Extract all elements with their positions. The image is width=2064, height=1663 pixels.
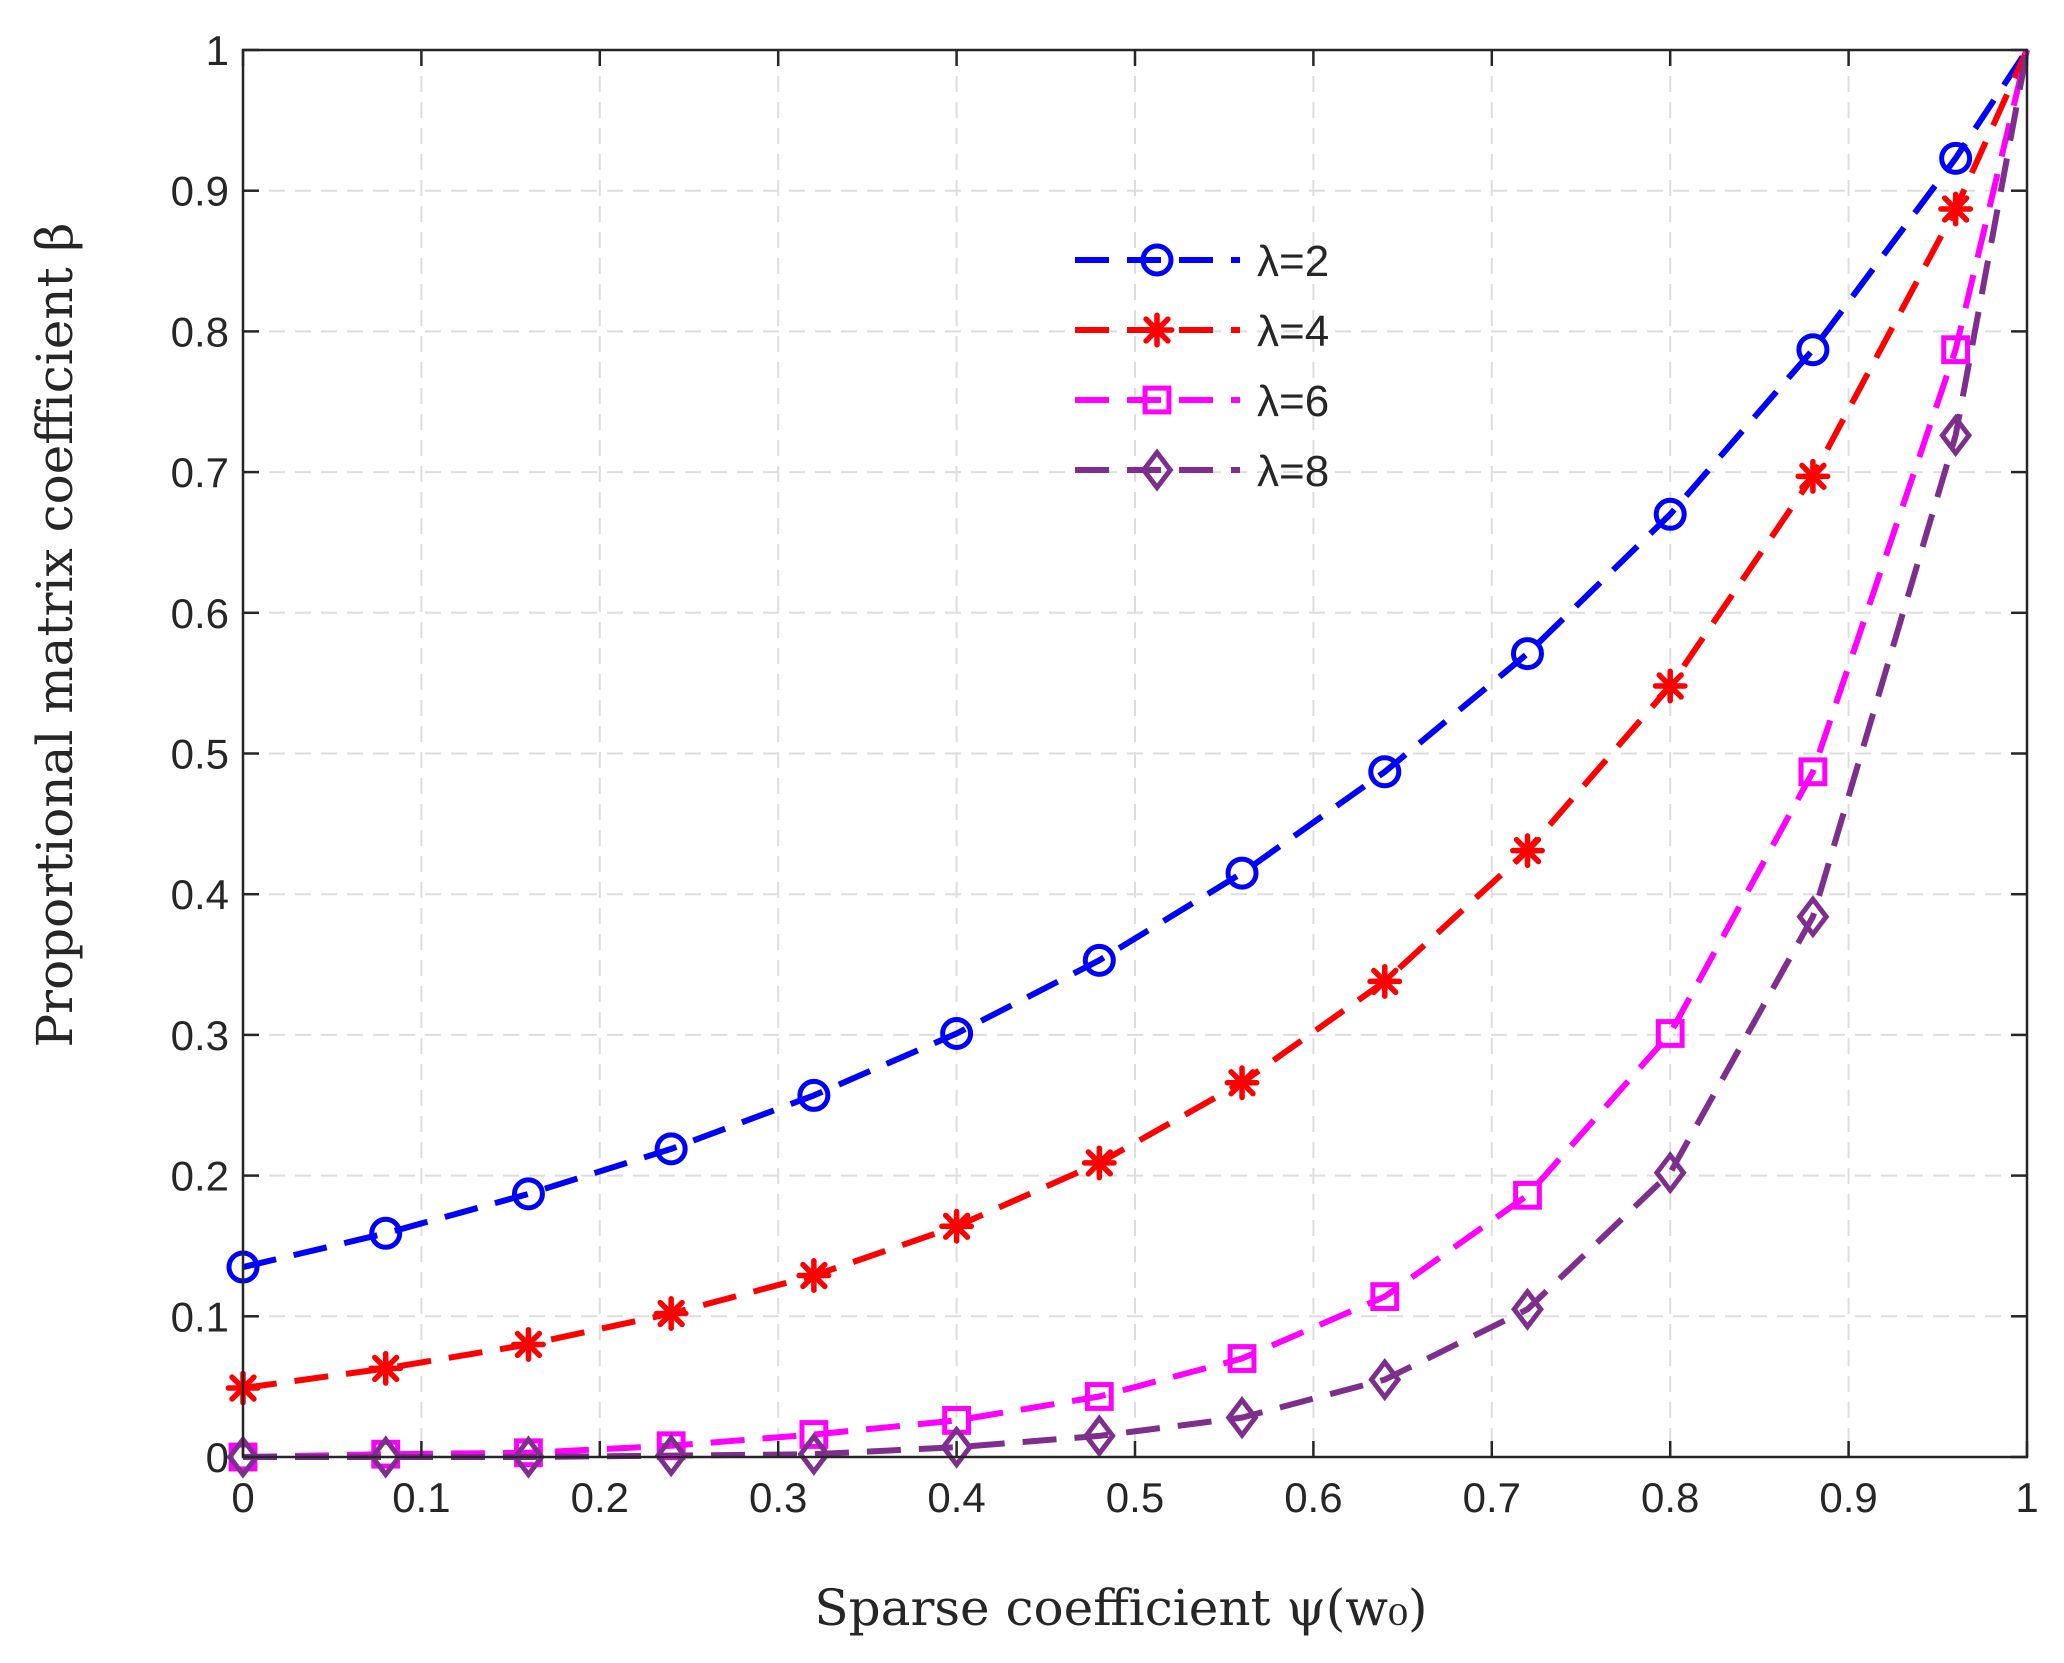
y-tick-label: 1 xyxy=(206,27,229,74)
marker-circle xyxy=(511,1177,545,1211)
marker-asterisk xyxy=(939,1208,975,1244)
marker-square xyxy=(1941,335,1971,365)
marker-asterisk xyxy=(510,1326,546,1362)
x-tick-label: 0 xyxy=(231,1474,254,1521)
marker-diamond xyxy=(511,1435,545,1479)
y-tick-label: 0.3 xyxy=(171,1012,229,1059)
marker-circle xyxy=(654,1132,688,1166)
series-line-4 xyxy=(243,49,2030,1460)
marker-diamond xyxy=(1796,895,1830,939)
marker-diamond xyxy=(797,1432,831,1476)
x-tick-label: 0.9 xyxy=(1819,1474,1877,1521)
x-tick-label: 0.2 xyxy=(571,1474,629,1521)
marker-square xyxy=(1227,1344,1257,1373)
y-tick-label: 0.2 xyxy=(171,1153,229,1200)
marker-square xyxy=(1513,1180,1542,1210)
marker-circle xyxy=(940,1016,974,1050)
x-tick-label: 0.8 xyxy=(1641,1474,1699,1521)
marker-asterisk xyxy=(368,1350,404,1386)
y-tick-label: 0.7 xyxy=(171,449,229,496)
marker-circle xyxy=(1796,333,1830,367)
marker-asterisk xyxy=(1938,191,1974,227)
marker-diamond xyxy=(1511,1287,1544,1331)
marker-circle xyxy=(1368,755,1402,789)
y-tick-label: 0.1 xyxy=(171,1293,229,1340)
marker-asterisk xyxy=(1510,833,1545,869)
x-tick-label: 0.4 xyxy=(927,1474,985,1521)
marker-square xyxy=(1798,757,1828,787)
marker-circle xyxy=(1510,637,1544,671)
marker-square xyxy=(1655,1019,1685,1048)
marker-circle xyxy=(1225,856,1259,890)
legend-label: λ=8 xyxy=(1257,447,1329,496)
marker-circle xyxy=(1939,141,1973,175)
y-tick-label: 0 xyxy=(206,1434,229,1481)
marker-diamond xyxy=(654,1433,688,1478)
tick-labels: 0 0.1 0.2 0.3 0.4 0.5 0.6 0.7 0.8 0.9 1 0 0.1 0.2 0.3 0… xyxy=(171,27,2039,1521)
marker-asterisk xyxy=(1139,312,1175,348)
marker-asterisk xyxy=(1081,1145,1117,1181)
y-tick-label: 0.8 xyxy=(171,308,229,355)
marker-asterisk xyxy=(1795,458,1831,494)
marker-circle xyxy=(1082,943,1116,977)
series-line-1 xyxy=(242,48,2030,1271)
marker-diamond xyxy=(1939,413,1973,458)
x-axis-title: Sparse coefficient ψ(w₀) xyxy=(814,1579,1427,1637)
marker-circle xyxy=(797,1078,831,1112)
marker-diamond xyxy=(1368,1357,1402,1402)
marker-asterisk xyxy=(1652,668,1688,704)
y-axis-title: Proportional matrix coefficient β xyxy=(26,223,84,1048)
series-lines xyxy=(242,48,2030,1460)
legend-label: λ=6 xyxy=(1257,377,1329,426)
axis-ticks xyxy=(241,48,2029,1459)
marker-square xyxy=(799,1420,829,1449)
marker-diamond xyxy=(1653,1151,1687,1195)
marker-diamond xyxy=(1082,1414,1116,1458)
marker-diamond xyxy=(226,1435,260,1479)
series-line-2 xyxy=(242,48,2030,1392)
marker-diamond xyxy=(940,1425,974,1469)
x-tick-label: 0.6 xyxy=(1284,1474,1342,1521)
marker-diamond xyxy=(1140,448,1174,492)
marker-asterisk xyxy=(653,1296,689,1331)
legend-label: λ=4 xyxy=(1257,307,1329,356)
y-tick-label: 0.6 xyxy=(171,590,229,637)
marker-diamond xyxy=(1225,1395,1259,1440)
marker-diamond xyxy=(369,1435,403,1479)
x-tick-label: 0.1 xyxy=(392,1474,450,1521)
y-tick-label: 0.5 xyxy=(171,731,229,778)
legend: λ=2 λ=4 λ=6 λ=8 xyxy=(1075,237,1329,496)
marker-circle xyxy=(369,1216,403,1250)
marker-square xyxy=(1142,385,1172,415)
marker-asterisk xyxy=(1224,1065,1260,1101)
x-tick-label: 1 xyxy=(2015,1474,2038,1521)
marker-circle xyxy=(1140,243,1174,277)
x-tick-label: 0.7 xyxy=(1463,1474,1521,1521)
marker-asterisk xyxy=(796,1258,832,1293)
marker-asterisk xyxy=(1367,963,1403,999)
marker-square xyxy=(1370,1282,1400,1312)
x-tick-label: 0.3 xyxy=(749,1474,807,1521)
marker-circle xyxy=(1653,497,1687,531)
x-tick-label: 0.5 xyxy=(1106,1474,1164,1521)
legend-label: λ=2 xyxy=(1257,237,1329,286)
marker-square xyxy=(1084,1382,1114,1411)
y-tick-label: 0.9 xyxy=(171,168,229,215)
y-tick-label: 0.4 xyxy=(171,871,229,918)
